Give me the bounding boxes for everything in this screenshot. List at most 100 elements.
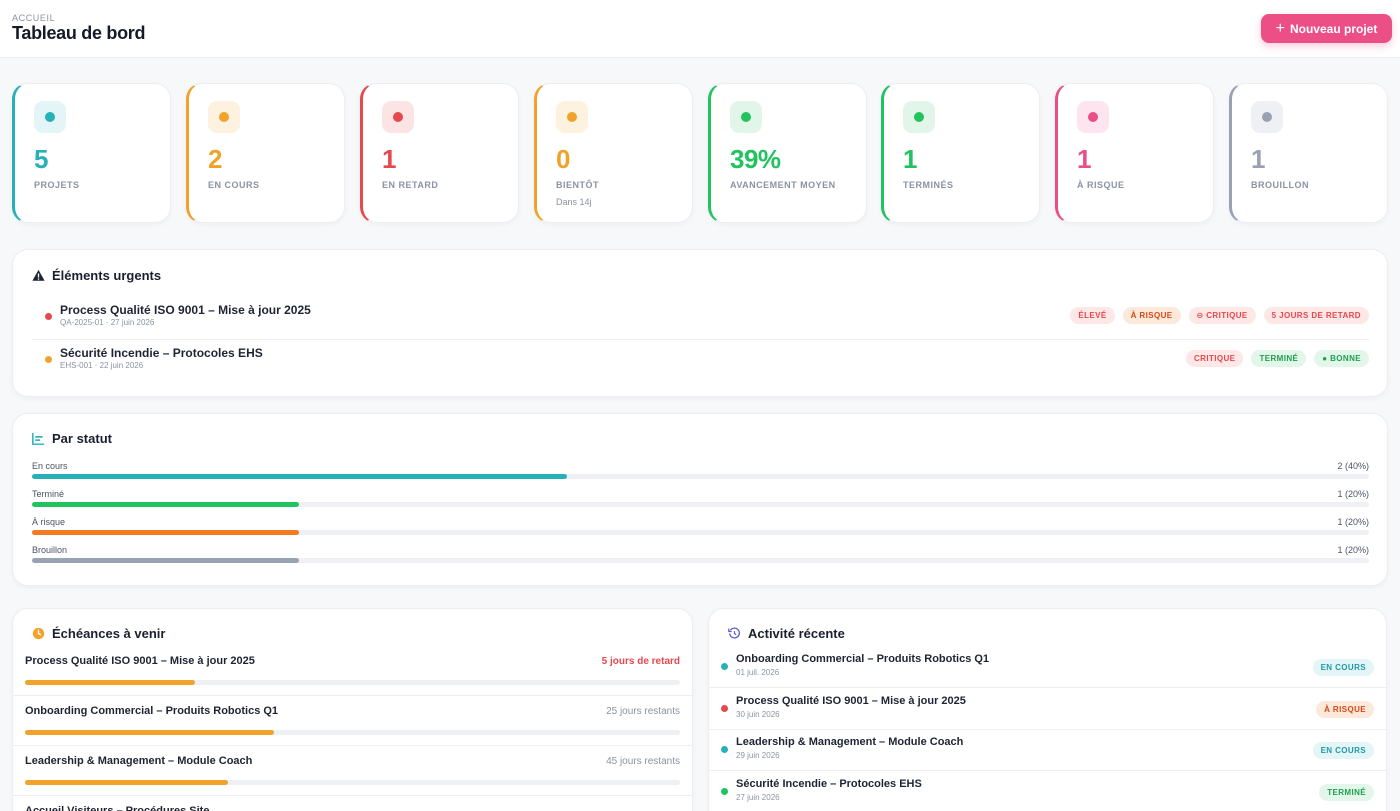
deadline-remaining: 5 jours de retard <box>601 656 680 667</box>
urgent-item-name: Process Qualité ISO 9001 – Mise à jour 2… <box>60 303 311 317</box>
divider <box>32 339 1369 340</box>
stat-label: À RISQUE <box>1077 180 1125 190</box>
status-badge: EN COURS <box>1312 742 1374 759</box>
status-header: Par statut <box>32 431 112 446</box>
deadline-name: Process Qualité ISO 9001 – Mise à jour 2… <box>25 655 255 667</box>
stat-value: 1 <box>382 144 396 174</box>
clock-icon <box>32 627 45 640</box>
dot-icon <box>567 112 577 122</box>
stat-card[interactable]: 1 À RISQUE <box>1055 83 1214 223</box>
stat-card[interactable]: 39% AVANCEMENT MOYEN <box>708 83 867 223</box>
stat-label: BIENTÔT <box>556 180 599 190</box>
history-icon <box>728 627 740 639</box>
deadlines-header: Échéances à venir <box>32 626 165 641</box>
status-title: Par statut <box>52 431 112 446</box>
progress-fill <box>32 474 567 479</box>
urgent-item[interactable]: Process Qualité ISO 9001 – Mise à jour 2… <box>32 296 1369 338</box>
bar-chart-icon <box>32 432 45 445</box>
stat-card[interactable]: 0 BIENTÔT Dans 14j <box>534 83 693 223</box>
stat-card[interactable]: 2 EN COURS <box>186 83 345 223</box>
progress-fill <box>25 680 196 685</box>
activity-header: Activité récente <box>728 626 845 641</box>
activity-name: Leadership & Management – Module Coach <box>736 736 964 748</box>
dot-icon <box>393 112 403 122</box>
deadline-name: Onboarding Commercial – Produits Robotic… <box>25 705 279 717</box>
urgent-item-meta: EHS-001 · 22 juin 2026 <box>60 361 144 370</box>
stat-value: 0 <box>556 144 570 174</box>
badge: TERMINÉ <box>1251 350 1307 367</box>
stat-subtext: Dans 14j <box>556 197 592 207</box>
status-bar-value: 1 (20%) <box>1337 489 1369 499</box>
progress-fill <box>25 730 274 735</box>
badge: CRITIQUE <box>1186 350 1244 367</box>
badge: ÉLEVÉ <box>1070 307 1115 324</box>
urgent-header: Éléments urgents <box>32 268 161 283</box>
activity-date: 29 juin 2026 <box>736 751 780 760</box>
activity-name: Process Qualité ISO 9001 – Mise à jour 2… <box>736 694 966 707</box>
stat-value: 1 <box>1251 144 1265 174</box>
progress-track <box>32 474 1369 479</box>
progress-track <box>25 780 680 785</box>
stat-card[interactable]: 1 BROUILLON <box>1229 83 1388 223</box>
stat-card[interactable]: 1 EN RETARD <box>360 83 519 223</box>
status-bar-label: À risque <box>32 517 66 527</box>
status-bar-value: 2 (40%) <box>1337 461 1369 471</box>
stat-card[interactable]: 5 PROJETS <box>12 83 171 223</box>
page-title: Tableau de bord <box>12 23 146 43</box>
activity-item[interactable]: Leadership & Management – Module Coach 29… <box>709 730 1386 771</box>
stat-label: EN RETARD <box>382 180 439 190</box>
deadline-item[interactable]: Accueil Visiteurs – Procédures Site <box>13 796 692 811</box>
stat-label: PROJETS <box>34 180 80 190</box>
new-project-label: Nouveau projet <box>1289 21 1378 36</box>
activity-item[interactable]: Process Qualité ISO 9001 – Mise à jour 2… <box>709 689 1386 730</box>
deadline-item[interactable]: Onboarding Commercial – Produits Robotic… <box>13 696 692 746</box>
status-dot <box>721 787 728 795</box>
activity-date: 01 juil. 2026 <box>736 668 780 677</box>
warning-icon <box>32 269 45 281</box>
deadline-remaining: 45 jours restants <box>606 756 680 767</box>
status-panel: Par statut En cours 2 (40%) Terminé 1 (20%)… <box>12 413 1388 586</box>
plus-icon: + <box>1275 19 1285 37</box>
status-badge: À RISQUE <box>1316 700 1374 718</box>
progress-fill <box>25 780 229 785</box>
activity-date: 30 juin 2026 <box>736 709 780 719</box>
badge: 5 JOURS DE RETARD <box>1263 307 1369 324</box>
progress-track <box>25 680 680 685</box>
stat-card[interactable]: 1 TERMINÉS <box>881 83 1040 223</box>
status-badge: EN COURS <box>1312 659 1374 676</box>
status-bar-row: Brouillon 1 (20%) <box>32 545 1369 567</box>
badge: ● BONNE <box>1314 350 1369 367</box>
activity-item[interactable]: Onboarding Commercial – Produits Robotic… <box>709 647 1386 688</box>
activity-panel: Activité récente Onboarding Commercial –… <box>708 608 1387 811</box>
deadline-name: Leadership & Management – Module Coach <box>25 755 253 767</box>
top-bar: ACCUEIL Tableau de bord + Nouveau projet <box>0 0 1400 58</box>
status-bar-row: En cours 2 (40%) <box>32 461 1369 483</box>
stat-value: 39% <box>730 144 781 174</box>
stat-value: 5 <box>34 144 48 174</box>
activity-item[interactable]: Sécurité Incendie – Protocoles EHS 27 jui… <box>709 772 1386 811</box>
progress-track <box>32 530 1369 535</box>
stat-icon <box>34 101 66 133</box>
status-bar-row: À risque 1 (20%) <box>32 517 1369 539</box>
dot-icon <box>1262 112 1272 122</box>
dot-icon <box>1088 112 1098 122</box>
progress-track <box>32 558 1369 563</box>
breadcrumb[interactable]: ACCUEIL <box>12 13 56 23</box>
deadline-item[interactable]: Process Qualité ISO 9001 – Mise à jour 2… <box>13 646 692 696</box>
status-badge: TERMINÉ <box>1319 783 1374 801</box>
dot-icon <box>741 112 751 122</box>
dot-icon <box>45 112 55 122</box>
stat-label: EN COURS <box>208 180 260 190</box>
stat-label: TERMINÉS <box>903 180 954 190</box>
stat-value: 1 <box>903 144 917 174</box>
dot-icon <box>219 112 229 122</box>
stat-icon <box>730 101 762 133</box>
stat-icon <box>1077 101 1109 133</box>
new-project-button[interactable]: + Nouveau projet <box>1261 14 1392 43</box>
deadlines-title: Échéances à venir <box>52 626 166 641</box>
activity-date: 27 juin 2026 <box>736 792 780 802</box>
stat-icon <box>556 101 588 133</box>
urgent-item[interactable]: Sécurité Incendie – Protocoles EHS EHS-00… <box>32 339 1369 381</box>
deadline-item[interactable]: Leadership & Management – Module Coach 45… <box>13 746 692 796</box>
stat-value: 2 <box>208 144 222 174</box>
